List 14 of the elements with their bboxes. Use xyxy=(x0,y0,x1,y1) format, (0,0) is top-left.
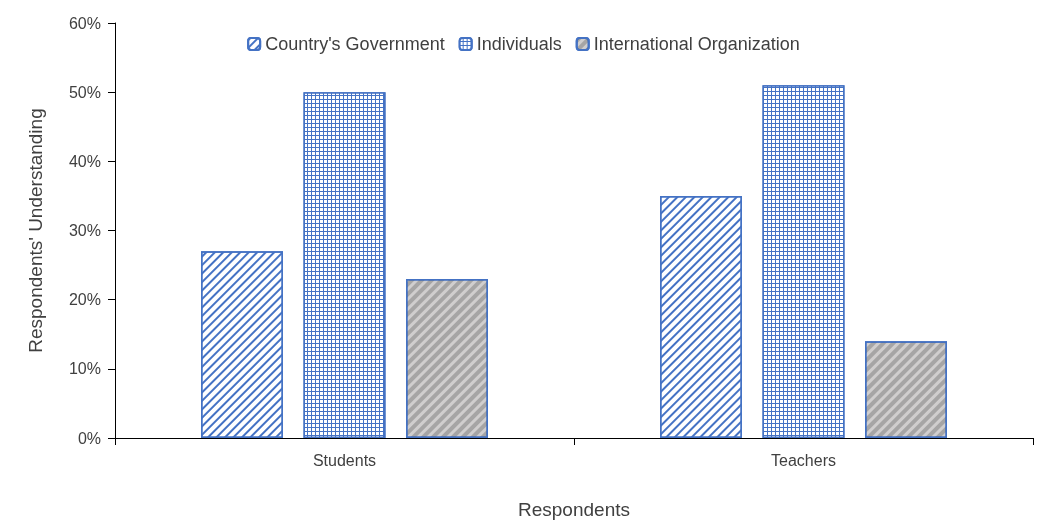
y-tick-label: 50% xyxy=(68,83,101,101)
y-tick-label: 10% xyxy=(68,360,101,378)
legend-label: Individuals xyxy=(476,34,562,54)
x-tick-label: Students xyxy=(312,451,377,469)
legend-label: Country's Government xyxy=(265,34,445,54)
y-tick-label: 30% xyxy=(68,222,101,239)
y-tick-label: 20% xyxy=(68,291,101,309)
x-axis-title: Respondents xyxy=(518,499,630,520)
y-tick-label: 60% xyxy=(68,14,101,32)
y-tick-label: 0% xyxy=(77,429,101,447)
x-tick-label: Teachers xyxy=(771,451,836,469)
legend-label: International Organization xyxy=(593,34,800,54)
y-tick-label: 40% xyxy=(68,152,101,170)
y-axis-title: Respondents' Understanding xyxy=(25,108,46,353)
